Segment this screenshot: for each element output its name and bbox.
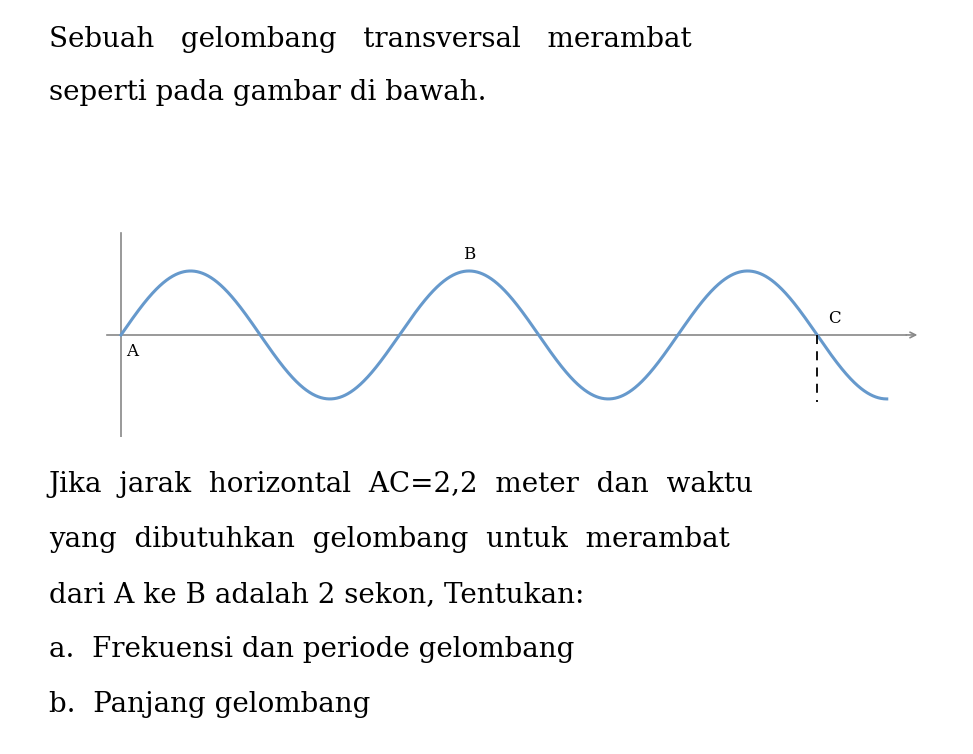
Text: Sebuah   gelombang   transversal   merambat: Sebuah gelombang transversal merambat	[49, 26, 691, 54]
Text: yang  dibutuhkan  gelombang  untuk  merambat: yang dibutuhkan gelombang untuk merambat	[49, 526, 730, 553]
Text: dari A ke B adalah 2 sekon, Tentukan:: dari A ke B adalah 2 sekon, Tentukan:	[49, 581, 584, 608]
Text: b.  Panjang gelombang: b. Panjang gelombang	[49, 691, 370, 719]
Text: seperti pada gambar di bawah.: seperti pada gambar di bawah.	[49, 79, 486, 106]
Text: A: A	[126, 342, 138, 360]
Text: Jika  jarak  horizontal  AC=2,2  meter  dan  waktu: Jika jarak horizontal AC=2,2 meter dan w…	[49, 471, 753, 498]
Text: B: B	[463, 247, 475, 263]
Text: C: C	[828, 311, 841, 327]
Text: a.  Frekuensi dan periode gelombang: a. Frekuensi dan periode gelombang	[49, 636, 574, 664]
